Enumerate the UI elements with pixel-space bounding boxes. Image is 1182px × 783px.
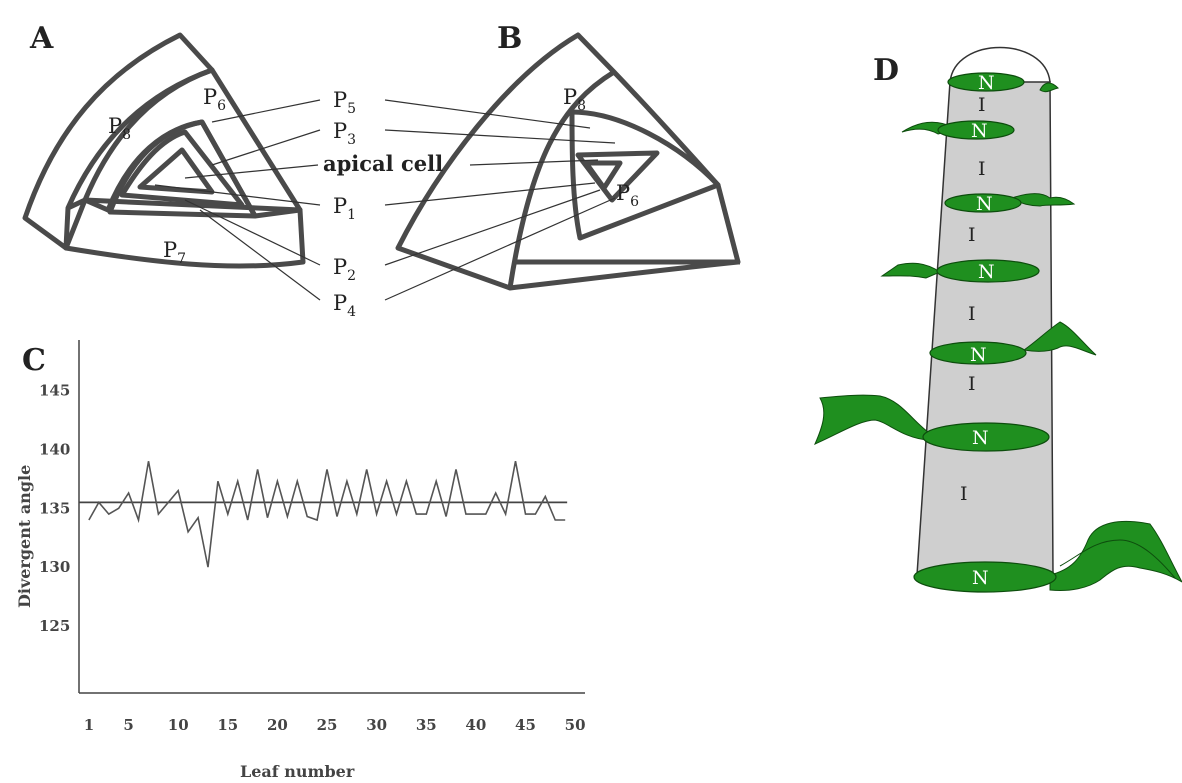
node-label-2: N xyxy=(971,120,988,142)
node-label-1: N xyxy=(978,72,995,94)
node-label-5: N xyxy=(970,344,987,366)
x-tick-label: 35 xyxy=(416,716,437,734)
node-label-3: N xyxy=(976,193,993,215)
y-tick-label: 140 xyxy=(39,440,70,458)
leaf-6 xyxy=(814,394,929,445)
node-ring-3 xyxy=(944,193,1022,213)
x-tick-label: 40 xyxy=(465,716,486,734)
label-p1: P1 xyxy=(333,194,356,223)
panel-label-d: D xyxy=(873,53,899,88)
label-p6-b: P6 xyxy=(616,181,639,210)
x-tick-label: 25 xyxy=(317,716,338,734)
cell-outline-apical xyxy=(137,147,215,195)
cell-outline-b-apical xyxy=(583,160,623,191)
node-label-7: N xyxy=(972,567,989,589)
node-ring-4 xyxy=(936,259,1040,283)
x-tick-label: 10 xyxy=(168,716,189,734)
cell-outline-b-outer xyxy=(395,32,741,291)
node-ring-5 xyxy=(929,341,1027,365)
leaf-7-vein xyxy=(1059,539,1176,579)
y-axis-title: Divergent angle xyxy=(15,465,34,608)
y-tick-label: 125 xyxy=(39,617,70,635)
apex-diagram-a: P8 P6 P7 xyxy=(22,32,306,269)
label-p6-a: P6 xyxy=(203,85,226,114)
x-tick-labels: 1 5 10 15 20 25 30 35 40 45 50 xyxy=(84,716,586,734)
x-tick-label: 45 xyxy=(515,716,536,734)
cell-outline-b-p8 xyxy=(507,69,616,289)
leaf-1 xyxy=(1039,82,1059,93)
label-p4: P4 xyxy=(333,291,356,320)
cell-outline-p7 xyxy=(63,197,306,269)
x-tick-label: 50 xyxy=(565,716,586,734)
node-ring-7 xyxy=(913,561,1057,593)
x-tick-label: 30 xyxy=(366,716,387,734)
internode-label-1: I xyxy=(978,94,986,116)
internode-label-6: I xyxy=(960,483,968,505)
cell-outline-p3 xyxy=(119,129,245,208)
x-tick-label: 1 xyxy=(84,716,94,734)
internode-label-3: I xyxy=(968,224,976,246)
label-p8-b: P8 xyxy=(563,85,586,114)
cell-outline-b-p6 xyxy=(569,109,721,241)
x-tick-label: 5 xyxy=(123,716,133,734)
series-line xyxy=(88,461,566,568)
internode-label-2: I xyxy=(978,158,986,180)
panel-label-a: A xyxy=(29,21,54,56)
x-axis-title: Leaf number xyxy=(240,762,355,781)
panel-label-b: B xyxy=(497,21,522,56)
label-p3: P3 xyxy=(333,119,356,148)
y-tick-label: 135 xyxy=(39,499,70,517)
apex-diagram-b: P8 P6 xyxy=(395,32,741,291)
leaf-5 xyxy=(1022,321,1097,356)
label-p7-a: P7 xyxy=(163,238,186,267)
internode-label-4: I xyxy=(968,303,976,325)
internode-label-5: I xyxy=(968,373,976,395)
node-label-4: N xyxy=(978,261,995,283)
y-tick-label: 130 xyxy=(39,558,70,576)
x-tick-label: 15 xyxy=(217,716,238,734)
label-p2: P2 xyxy=(333,255,356,284)
label-p8-a: P8 xyxy=(108,114,131,143)
leaf-7 xyxy=(1049,520,1182,591)
leaf-3 xyxy=(1010,193,1076,207)
stem-diagram: N N N N N N N I I I I I I xyxy=(814,46,1182,593)
label-p5: P5 xyxy=(333,88,356,117)
x-tick-label: 20 xyxy=(267,716,288,734)
center-labels: P5 P3 apical cell P1 P2 P4 xyxy=(323,88,443,320)
label-apical-cell: apical cell xyxy=(323,151,443,176)
stem-body xyxy=(916,81,1054,576)
y-tick-labels: 125 130 135 140 145 xyxy=(39,382,70,635)
node-ring-6 xyxy=(922,422,1050,452)
node-ring-1 xyxy=(947,72,1025,92)
panel-label-c: C xyxy=(22,343,46,378)
cell-outline-p5 xyxy=(107,119,258,219)
y-tick-label: 145 xyxy=(39,382,70,400)
leader-lines xyxy=(154,99,616,301)
leaf-4 xyxy=(880,262,942,279)
node-label-6: N xyxy=(972,427,989,449)
node-ring-2 xyxy=(937,120,1015,140)
